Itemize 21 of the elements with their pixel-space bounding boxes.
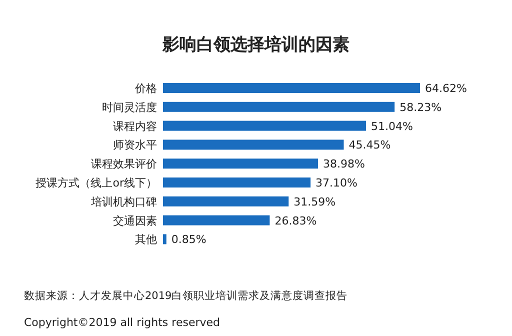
value-label: 58.23% [400,100,442,114]
category: 培训机构口碑 [91,195,157,208]
category: 授课方式（线上or线下） [36,176,157,190]
value-label: 64.62% [425,82,467,95]
category: 交通因素 [113,214,157,228]
copyright: Copyright©2019 all rights reserved [24,316,220,329]
category: 其他 [135,233,157,246]
title: 影响白领选择培训的因素 [162,35,350,55]
category: 课程效果评价 [91,158,157,171]
source: 数据来源：人才发展中心2019白领职业培训需求及满意度调查报告 [24,290,348,302]
value-label: 26.83% [274,214,317,228]
category: 时间灵活度 [102,100,157,114]
value-label: 37.10% [316,176,358,190]
category: 课程内容 [113,120,157,133]
category: 价格 [135,82,157,95]
value-label: 0.85% [171,233,206,246]
value-label: 38.98% [323,158,365,171]
category: 师资水平 [113,138,157,152]
value-label: 51.04% [371,120,413,133]
value-label: 31.59% [294,195,336,208]
value-label: 45.45% [348,138,391,152]
